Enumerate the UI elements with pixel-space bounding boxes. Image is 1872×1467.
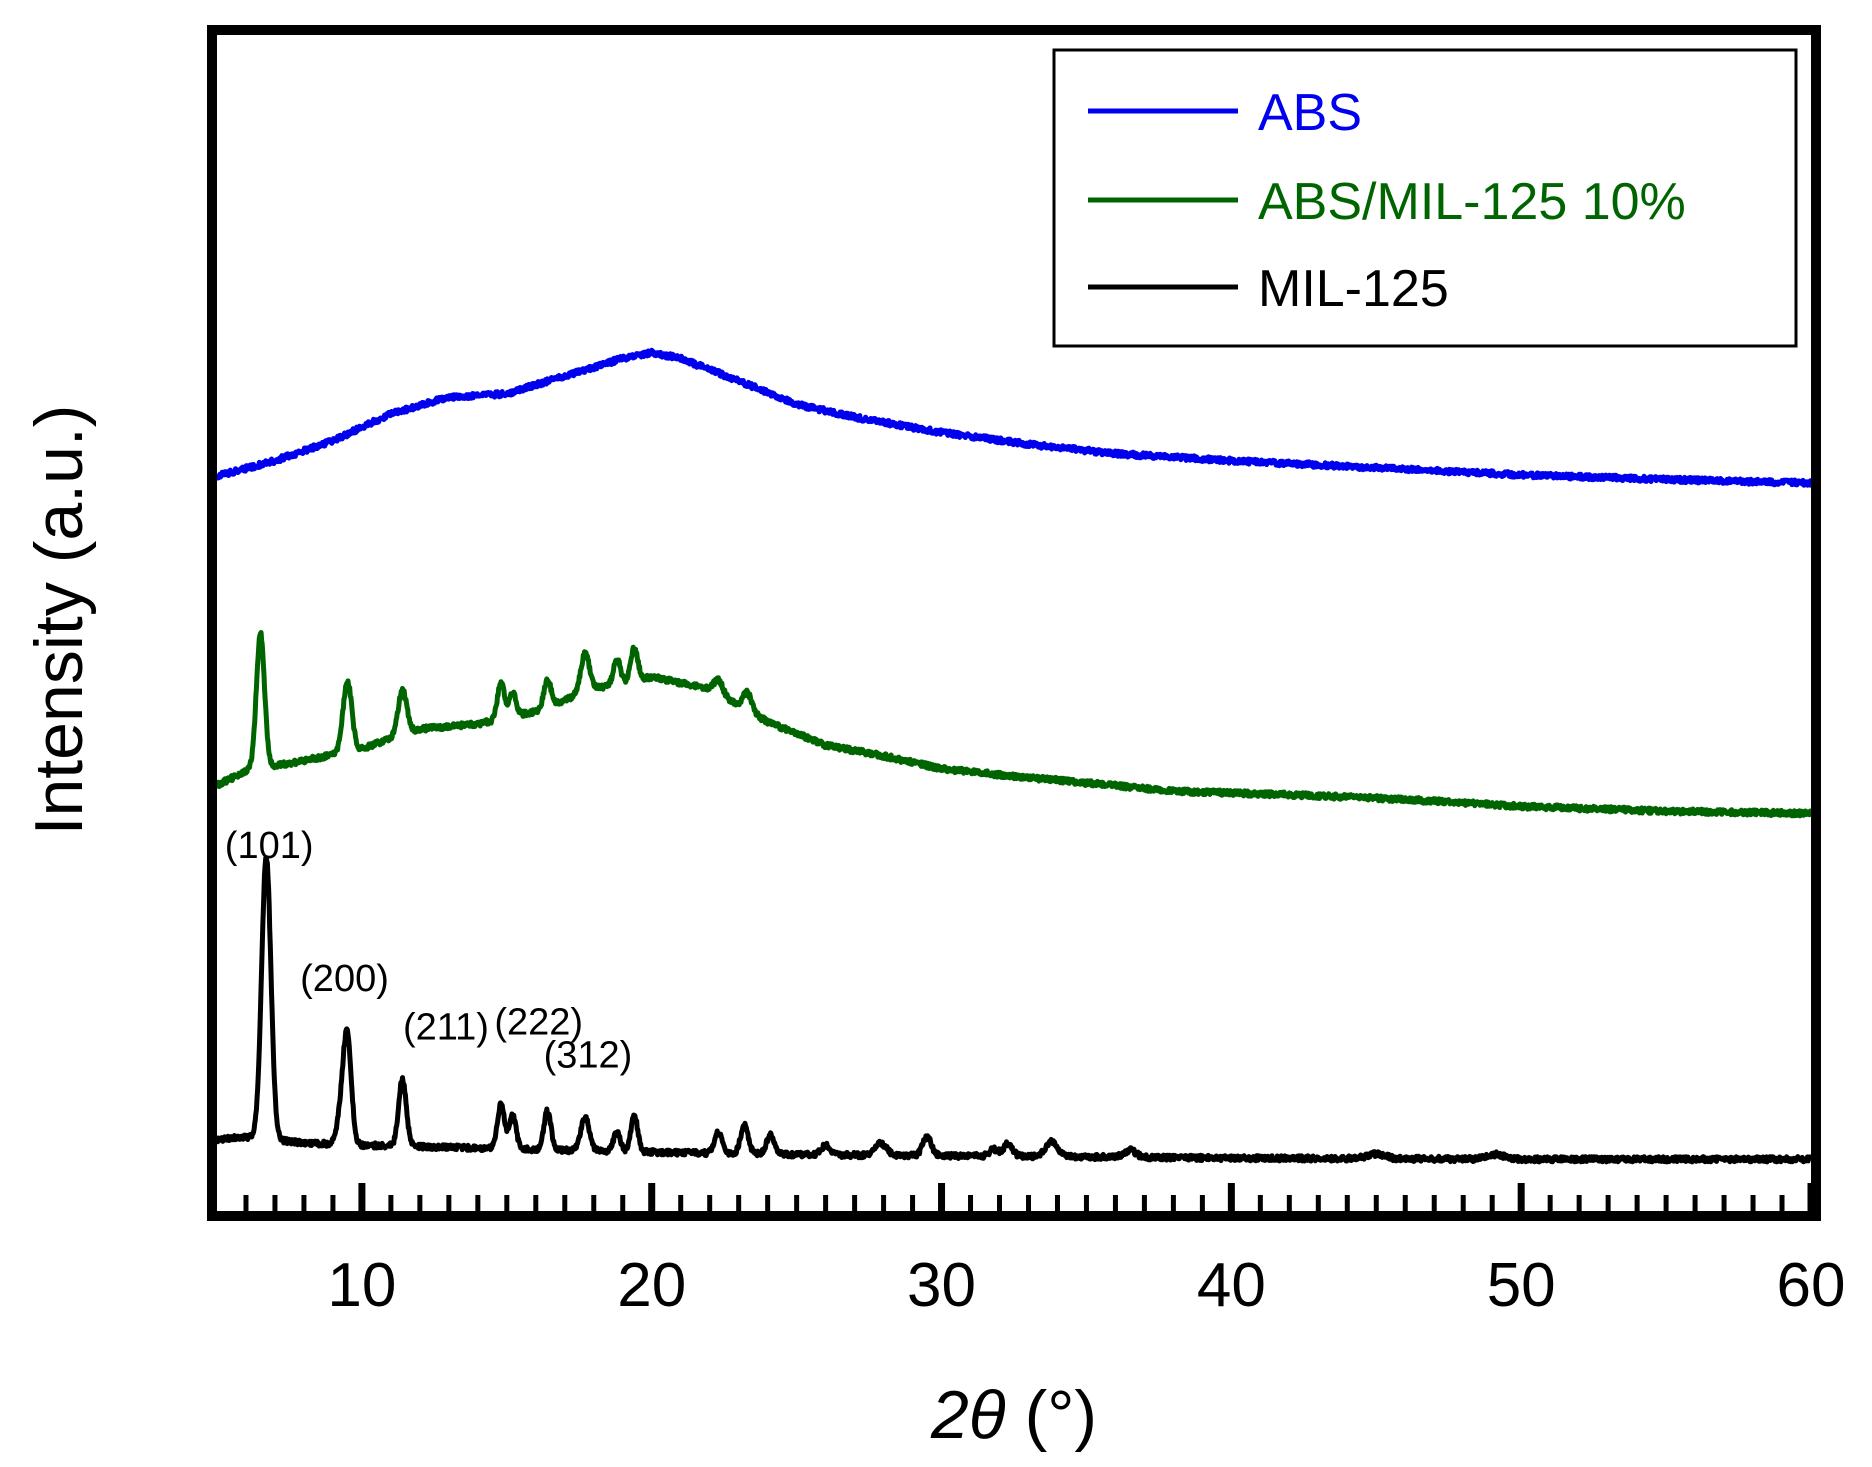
x-axis-symbol: 2θ: [930, 1377, 1006, 1453]
series-layer: [214, 347, 1814, 1165]
x-major-ticks: [358, 1183, 1815, 1211]
peak-label-312: (312): [544, 1035, 633, 1077]
x-minor-ticks: [243, 1195, 1785, 1211]
x-tick-labels: 10 20 30 40 50 60: [327, 1251, 1845, 1320]
peak-label-222: (222): [494, 1002, 583, 1044]
x-tick-label-20: 20: [617, 1251, 686, 1320]
legend-label-abs: ABS: [1258, 84, 1362, 142]
plot-frame: [207, 25, 1821, 1221]
x-tick-label-50: 50: [1487, 1251, 1556, 1320]
legend-entry-abs-mil125: ABS/MIL-125 10%: [1088, 173, 1686, 231]
x-tick-label-30: 30: [907, 1251, 976, 1320]
x-axis-label: 2θ (°): [930, 1377, 1097, 1453]
series-line-abs: [214, 347, 1813, 488]
peak-label-211: (211): [403, 1006, 489, 1048]
x-tick-label-10: 10: [327, 1251, 396, 1320]
x-axis-unit: (°): [1025, 1377, 1097, 1453]
legend-entry-mil125: MIL-125: [1088, 260, 1449, 318]
legend: ABS ABS/MIL-125 10% MIL-125: [1052, 48, 1798, 348]
legend-label-mil125: MIL-125: [1258, 260, 1449, 318]
peak-label-200: (200): [300, 958, 389, 1000]
peak-annotations: (101) (200) (211) (222)(312): [225, 825, 633, 1076]
plot-area: 10 20 30 40 50 60 (101) (200) (211) (222)(312): [207, 25, 1845, 1320]
peak-label-101: (101): [225, 825, 314, 867]
x-tick-label-40: 40: [1197, 1251, 1266, 1320]
legend-label-abs-mil125: ABS/MIL-125 10%: [1258, 173, 1686, 231]
series-line-abs-mil125: [214, 630, 1814, 819]
x-tick-label-60: 60: [1777, 1251, 1846, 1320]
series-line-mil125: [214, 855, 1813, 1165]
legend-entry-abs: ABS: [1088, 84, 1362, 142]
y-axis-label: Intensity (a.u.): [21, 405, 97, 836]
